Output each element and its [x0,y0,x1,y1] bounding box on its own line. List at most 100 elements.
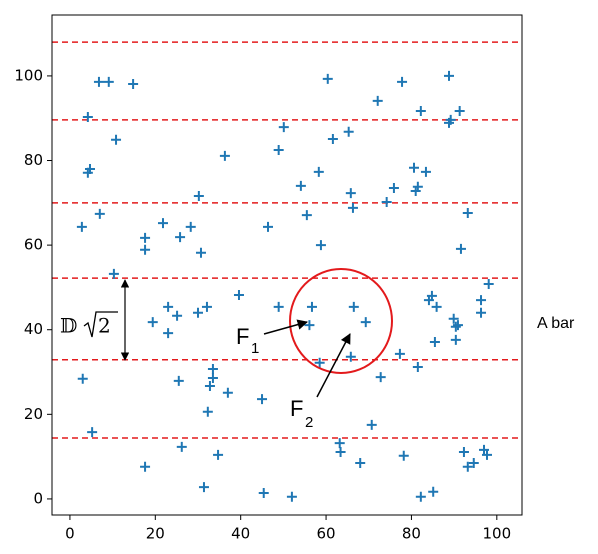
point [173,375,184,386]
point [147,317,158,328]
point [375,372,386,383]
point [198,482,209,493]
point [429,336,440,347]
point [372,95,383,106]
point [204,380,215,391]
point [366,419,377,430]
point [412,361,423,372]
annotation-sub: 1 [251,340,259,357]
point [163,328,174,339]
point [157,218,168,229]
point [445,114,456,125]
point [176,441,187,452]
y-tick-label: 60 [24,236,43,254]
point [360,317,371,328]
point [313,166,324,177]
arrow [263,319,309,335]
point [207,372,218,383]
point [263,221,274,232]
point [408,162,419,173]
point [258,488,269,499]
label-bg [58,300,120,344]
point [397,76,408,87]
point [273,144,284,155]
point [415,106,426,117]
x-tick-label: 40 [231,525,250,543]
point [431,301,442,312]
point [140,244,151,255]
x-tick-label: 20 [146,525,165,543]
point [483,279,494,290]
point [426,290,437,301]
point [128,78,139,89]
point [452,320,463,331]
annotation: F [290,396,303,421]
point [93,76,104,87]
point [140,232,151,243]
point [108,268,119,279]
point [87,427,98,438]
point [233,290,244,301]
point [163,301,174,312]
point [172,310,183,321]
y-tick-label: 20 [24,405,43,423]
y-tick-label: 80 [24,151,43,169]
point [444,70,455,81]
x-tick-label: 80 [402,525,421,543]
point [462,207,473,218]
point [415,491,426,502]
point [306,301,317,312]
point [82,111,93,122]
point [448,313,459,324]
point [455,243,466,254]
point [428,486,439,497]
point [334,438,345,449]
point [476,307,487,318]
point [335,446,346,457]
point [348,301,359,312]
point [454,106,465,117]
annotation: F [236,324,249,349]
point [314,357,325,368]
annotation-sub: 2 [305,414,313,431]
point [295,180,306,191]
point [322,73,333,84]
point [193,191,204,202]
point [185,221,196,232]
x-tick-label: 100 [482,525,511,543]
point [192,307,203,318]
point [273,301,284,312]
point [315,240,326,251]
point [327,133,338,144]
point [278,122,289,133]
point [388,183,399,194]
axes-frame [51,14,523,516]
point [257,394,268,405]
point [450,321,461,332]
x-tick-label: 60 [317,525,336,543]
point [202,406,213,417]
point [103,76,114,87]
point [219,150,230,161]
point [345,351,356,362]
point [111,134,122,145]
point [286,491,297,502]
point [84,163,95,174]
side-label: A bar [537,315,575,332]
point [481,449,492,460]
point [222,387,233,398]
point [412,181,423,192]
y-tick-label: 40 [24,320,43,338]
point [301,210,312,221]
point [476,295,487,306]
point [345,188,356,199]
point [140,461,151,472]
x-tick-label: 0 [65,525,75,543]
point [347,202,358,213]
highlight-circle [289,268,393,374]
y-tick-label: 0 [33,489,43,507]
bracket-symbol: 𝔻 [60,314,77,338]
point [420,166,431,177]
point [77,373,88,384]
arrow [316,333,351,398]
